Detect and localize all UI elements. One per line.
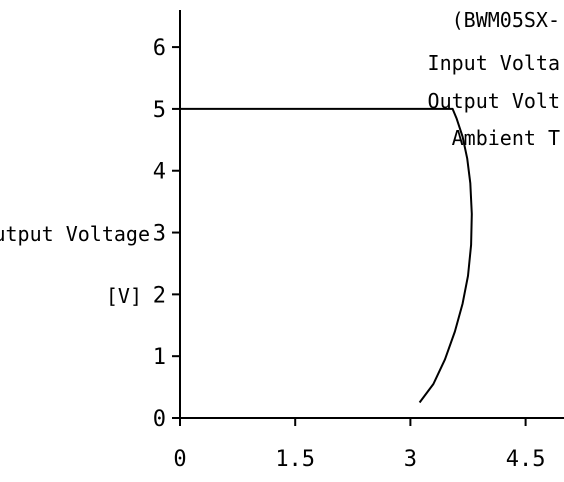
ticks-layer: 0 1 2 3 4 5 6 0 1.5 3 4.5 — [153, 36, 546, 472]
annotation-group: (BWM05SX- Input Volta Output Volt Ambient T — [428, 8, 560, 150]
x-tick-label: 4.5 — [506, 447, 546, 472]
x-tick-label: 0 — [173, 447, 186, 472]
series-line — [180, 107, 473, 404]
annotation-text: Input Volta — [428, 51, 560, 75]
y-axis-label-group: Output Voltage [V] — [0, 222, 150, 308]
y-tick-label: 3 — [153, 222, 166, 247]
y-tick-label: 0 — [153, 407, 166, 432]
y-tick-label: 6 — [153, 36, 166, 61]
axes-layer — [179, 10, 564, 419]
annotation-text: Output Volt — [428, 89, 560, 113]
series-layer — [180, 107, 473, 404]
annotation-text: Ambient T — [452, 126, 560, 150]
annotation-text: (BWM05SX- — [452, 8, 560, 32]
y-tick-label: 4 — [153, 160, 166, 185]
y-tick-label: 1 — [153, 345, 166, 370]
x-tick-label: 3 — [404, 447, 417, 472]
y-axis-label-line-1: Output Voltage — [0, 222, 150, 246]
x-tick-label: 1.5 — [275, 447, 315, 472]
y-tick-label: 5 — [153, 98, 166, 123]
y-tick-label: 2 — [153, 283, 166, 308]
y-axis-label-line-2: [V] — [106, 284, 142, 308]
